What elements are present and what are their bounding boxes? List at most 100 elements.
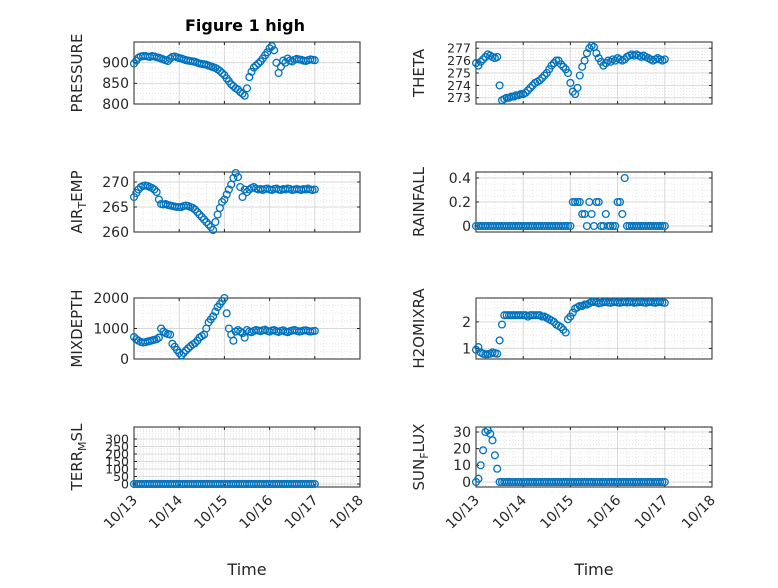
- theta-point: [476, 57, 485, 66]
- theta-point: [592, 49, 601, 58]
- rainfall-point: [613, 197, 622, 207]
- pressure-point: [254, 59, 263, 68]
- mixdepth-ytick-label: 1000: [93, 321, 129, 337]
- sun_flux-point: [479, 446, 488, 455]
- theta-point: [526, 83, 535, 92]
- air_temp-ylabel: AIRTEMP: [68, 170, 89, 233]
- theta-ytick-label: 276: [447, 53, 471, 68]
- terr_msl-ytick-label: 250: [105, 439, 129, 454]
- h2omixra-point: [561, 328, 570, 337]
- theta-point: [540, 71, 549, 80]
- terr_msl-series: [129, 479, 319, 489]
- sun_flux-point: [488, 436, 497, 445]
- air_temp-point: [220, 195, 229, 204]
- theta-ytick-label: 277: [447, 41, 471, 56]
- pressure-point: [270, 46, 279, 55]
- air_temp-point: [154, 195, 163, 204]
- rainfall-series: [471, 173, 669, 231]
- terr_msl-point: [310, 479, 319, 489]
- sun_flux-ylabel: SUNFLUX: [410, 424, 431, 491]
- theta-point: [535, 76, 544, 85]
- rainfall-point: [658, 221, 667, 231]
- rainfall-point: [601, 209, 610, 219]
- rainfall-point: [573, 197, 582, 207]
- air_temp-point: [218, 197, 227, 207]
- pressure-point: [163, 56, 172, 66]
- h2omixra-ytick-label: 1: [462, 341, 471, 357]
- air_temp-point: [152, 187, 161, 197]
- rainfall-point: [566, 221, 575, 231]
- theta-point: [575, 71, 584, 80]
- terr_msl-ylabel: TERRMSL: [68, 423, 89, 492]
- pressure-point: [245, 73, 254, 82]
- air_temp-point: [204, 220, 213, 229]
- rainfall-point: [587, 209, 596, 219]
- air_temp-point: [233, 172, 243, 182]
- h2omixra-point: [568, 308, 577, 317]
- theta-point: [599, 61, 608, 70]
- theta-point: [660, 55, 669, 64]
- theta-point: [471, 59, 481, 68]
- air_temp-point: [238, 192, 247, 202]
- air_temp-point: [202, 217, 211, 227]
- theta-point: [521, 88, 530, 97]
- air_temp-point: [188, 203, 197, 213]
- air_temp-point: [150, 185, 159, 194]
- theta-point: [479, 55, 488, 64]
- theta-point: [580, 56, 589, 65]
- pressure-ylabel: PRESSURE: [68, 34, 86, 113]
- sun_flux-ytick-label: 30: [453, 425, 471, 441]
- air_temp-point: [190, 205, 200, 214]
- air_temp-point: [197, 212, 206, 222]
- mixdepth-ylabel: MIXDEPTH: [68, 289, 86, 367]
- theta-series: [471, 41, 669, 105]
- sun_flux-axes-box: [475, 426, 713, 488]
- mixdepth-point: [166, 330, 175, 339]
- theta-point: [559, 62, 568, 71]
- mixdepth-point: [181, 346, 191, 355]
- sun_flux-ytick-label: 10: [453, 458, 471, 474]
- mixdepth-series: [129, 293, 319, 360]
- mixdepth-axes: 0 1000 2000 MIXDEPTH: [68, 289, 361, 368]
- mixdepth-point: [209, 312, 218, 321]
- air_temp-point: [193, 207, 202, 217]
- pressure-point: [242, 84, 252, 93]
- mixdepth-point: [240, 333, 249, 342]
- air_temp-point: [242, 187, 252, 197]
- theta-point: [601, 59, 610, 68]
- theta-ylabel: THETA: [410, 48, 428, 98]
- pressure-point: [215, 66, 224, 75]
- rainfall-ytick-label: 0.4: [449, 171, 471, 187]
- terr_msl-ytick-label: 100: [105, 461, 129, 476]
- h2omixra-point: [556, 323, 566, 332]
- rainfall-point: [608, 221, 617, 231]
- air_temp-point: [195, 210, 204, 219]
- mixdepth-point: [220, 293, 229, 303]
- rainfall-point: [594, 197, 603, 207]
- rainfall-point: [592, 197, 601, 207]
- pressure-point: [249, 63, 258, 72]
- h2omixra-ytick-label: 2: [462, 315, 471, 331]
- theta-ytick-label: 274: [447, 78, 471, 93]
- terr_msl-xlabel: Time: [226, 560, 266, 579]
- sun_flux-series: [471, 426, 669, 487]
- pressure-point: [310, 56, 319, 65]
- h2omixra-point: [566, 312, 575, 321]
- terr_msl-ytick-label: 300: [105, 431, 129, 446]
- h2omixra-point: [549, 317, 558, 326]
- sun_flux-point: [658, 477, 667, 487]
- air_temp-point: [224, 185, 233, 194]
- theta-point: [566, 78, 575, 87]
- rainfall-point: [620, 173, 629, 183]
- theta-point: [495, 81, 504, 90]
- rainfall-point: [561, 221, 570, 231]
- h2omixra-point: [497, 320, 507, 329]
- theta-point: [538, 73, 547, 83]
- figure-title: Figure 1 high: [185, 16, 305, 35]
- pressure-point: [233, 85, 243, 94]
- terr_msl-ytick-label: 0: [121, 476, 129, 491]
- theta-point: [582, 49, 591, 58]
- h2omixra-point: [538, 312, 547, 321]
